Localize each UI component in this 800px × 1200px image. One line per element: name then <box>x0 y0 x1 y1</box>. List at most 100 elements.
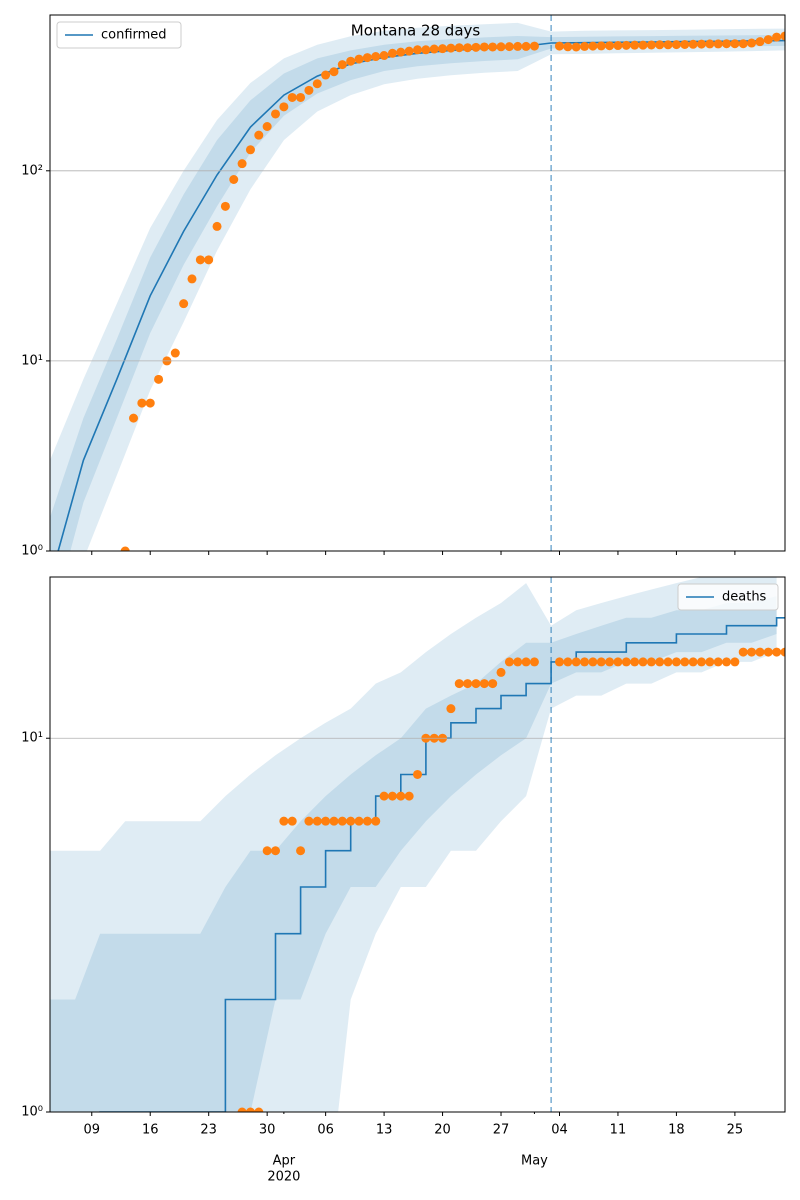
observed-point <box>521 41 531 51</box>
observed-point <box>379 51 389 61</box>
observed-point <box>696 39 706 49</box>
observed-point <box>747 647 757 657</box>
observed-point <box>446 704 456 714</box>
observed-point <box>646 40 656 50</box>
y-tick-label: 10⁰ <box>21 1105 43 1120</box>
observed-point <box>446 43 456 53</box>
legend-box <box>677 583 779 611</box>
observed-point <box>504 657 514 667</box>
observed-point <box>588 657 598 667</box>
observed-point <box>429 44 439 54</box>
observed-point <box>296 92 306 102</box>
observed-point <box>730 657 740 667</box>
observed-point <box>454 679 464 689</box>
observed-point <box>713 657 723 667</box>
observed-point <box>204 255 214 265</box>
observed-point <box>387 48 397 58</box>
observed-point <box>596 41 606 51</box>
observed-point <box>496 667 506 677</box>
legend-box <box>56 21 182 49</box>
observed-point <box>287 92 297 102</box>
observed-point <box>129 413 139 423</box>
observed-point <box>137 398 147 408</box>
observed-point <box>145 398 155 408</box>
observed-point <box>354 54 364 64</box>
observed-point <box>187 274 197 284</box>
observed-point <box>763 35 773 45</box>
observed-point <box>312 816 322 826</box>
observed-point <box>321 816 331 826</box>
observed-point <box>179 299 189 309</box>
observed-point <box>362 816 372 826</box>
observed-point <box>304 816 314 826</box>
observed-point <box>262 122 272 132</box>
observed-point <box>488 679 498 689</box>
x-month-label: Apr <box>273 1154 296 1169</box>
x-tick-label: 20 <box>434 1123 451 1138</box>
observed-point <box>212 221 222 231</box>
observed-point <box>722 39 732 49</box>
observed-point <box>763 647 773 657</box>
observed-point <box>680 657 690 667</box>
observed-point <box>379 791 389 801</box>
observed-point <box>413 769 422 779</box>
observed-point <box>638 40 648 50</box>
observed-point <box>722 657 732 667</box>
observed-point <box>554 41 564 51</box>
y-tick-label: 10² <box>21 163 43 178</box>
x-tick-label: 13 <box>376 1123 393 1138</box>
observed-point <box>195 255 205 265</box>
legend-label: deaths <box>722 590 767 605</box>
observed-point <box>772 647 782 657</box>
observed-point <box>613 657 623 667</box>
observed-point <box>646 657 656 667</box>
observed-point <box>337 60 347 70</box>
x-year-label: 2020 <box>267 1170 300 1185</box>
observed-point <box>471 679 481 689</box>
observed-point <box>521 657 531 667</box>
observed-point <box>580 41 590 51</box>
observed-point <box>396 47 406 57</box>
x-tick-label: 06 <box>317 1123 334 1138</box>
observed-point <box>655 40 665 50</box>
observed-point <box>421 45 431 55</box>
observed-point <box>571 657 581 667</box>
observed-point <box>663 657 673 667</box>
observed-point <box>271 846 281 856</box>
axes-frame <box>49 14 786 552</box>
observed-point <box>312 79 322 89</box>
axes-frame <box>49 576 786 1113</box>
observed-point <box>513 657 523 667</box>
y-tick-label: 10⁰ <box>21 544 43 559</box>
observed-point <box>262 846 272 856</box>
observed-point <box>747 38 757 48</box>
observed-point <box>154 374 164 384</box>
observed-point <box>296 846 306 856</box>
y-tick-label: 10¹ <box>21 353 43 368</box>
observed-point <box>329 816 339 826</box>
observed-point <box>780 31 785 41</box>
observed-point <box>329 67 339 77</box>
observed-point <box>413 45 422 55</box>
observed-point <box>529 657 539 667</box>
observed-point <box>671 40 681 50</box>
x-tick-label: 30 <box>259 1123 276 1138</box>
observed-point <box>271 109 281 119</box>
observed-point <box>621 40 631 50</box>
observed-point <box>354 816 364 826</box>
observed-point <box>780 647 785 657</box>
observed-point <box>404 46 414 56</box>
observed-point <box>279 816 289 826</box>
observed-point <box>254 1107 264 1112</box>
observed-point <box>613 41 623 51</box>
observed-point <box>755 37 765 47</box>
observed-point <box>170 348 180 358</box>
observed-point <box>245 1107 255 1112</box>
observed-point <box>488 42 498 52</box>
observed-point <box>463 43 473 53</box>
observed-point <box>688 657 698 667</box>
band <box>50 22 785 551</box>
observed-point <box>513 41 523 51</box>
